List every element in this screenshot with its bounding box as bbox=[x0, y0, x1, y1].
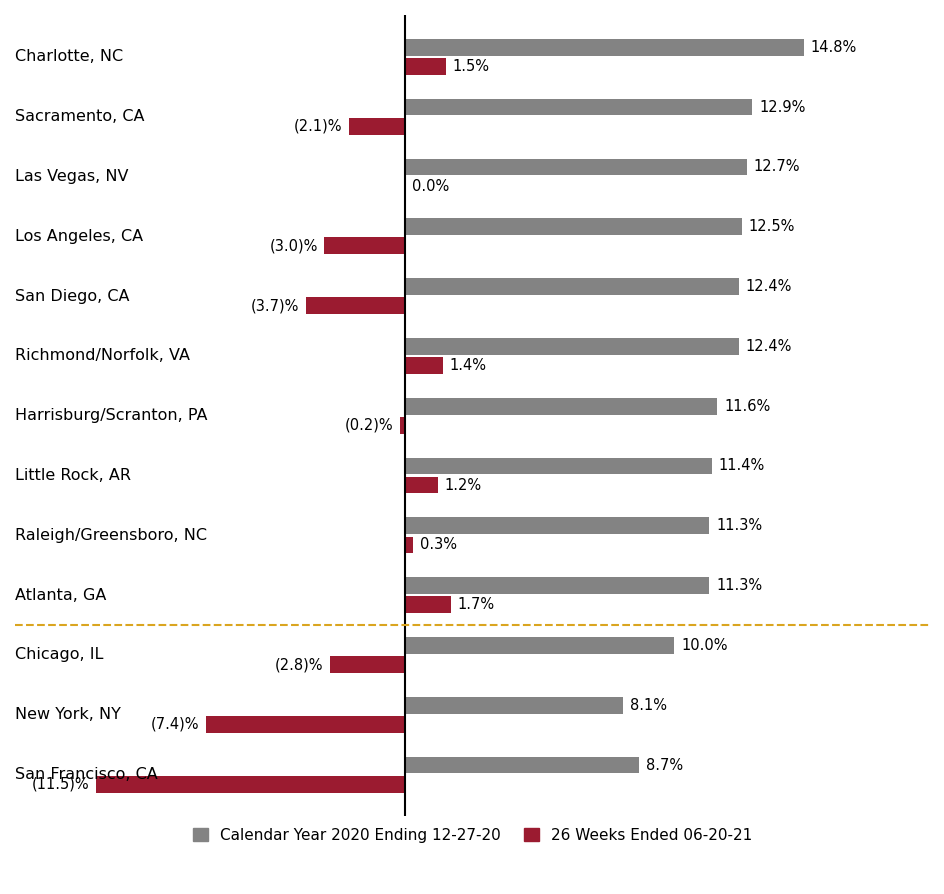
Text: 10.0%: 10.0% bbox=[681, 638, 727, 653]
Text: Chicago, IL: Chicago, IL bbox=[15, 647, 103, 662]
Text: Richmond/Norfolk, VA: Richmond/Norfolk, VA bbox=[15, 349, 190, 364]
Text: 11.6%: 11.6% bbox=[723, 399, 769, 414]
Text: 8.7%: 8.7% bbox=[646, 757, 683, 772]
Bar bbox=[324, 238, 405, 254]
Bar bbox=[405, 637, 674, 654]
Bar bbox=[405, 98, 751, 115]
Text: San Francisco, CA: San Francisco, CA bbox=[15, 767, 158, 782]
Legend: Calendar Year 2020 Ending 12-27-20, 26 Weeks Ended 06-20-21: Calendar Year 2020 Ending 12-27-20, 26 W… bbox=[186, 822, 758, 849]
Text: 12.7%: 12.7% bbox=[753, 159, 800, 174]
Bar bbox=[405, 398, 716, 415]
Bar bbox=[399, 417, 405, 434]
Bar bbox=[405, 39, 802, 55]
Text: Los Angeles, CA: Los Angeles, CA bbox=[15, 229, 143, 244]
Text: (11.5)%: (11.5)% bbox=[31, 777, 89, 792]
Text: New York, NY: New York, NY bbox=[15, 707, 121, 722]
Bar bbox=[405, 596, 450, 613]
Text: Sacramento, CA: Sacramento, CA bbox=[15, 109, 144, 124]
Bar bbox=[305, 298, 405, 314]
Text: 12.4%: 12.4% bbox=[745, 339, 791, 354]
Bar bbox=[405, 158, 746, 175]
Bar bbox=[405, 357, 443, 374]
Text: 12.5%: 12.5% bbox=[748, 219, 794, 234]
Bar bbox=[405, 218, 741, 235]
Text: 12.4%: 12.4% bbox=[745, 279, 791, 294]
Bar bbox=[405, 756, 639, 773]
Bar bbox=[95, 776, 405, 793]
Bar bbox=[206, 716, 405, 733]
Bar bbox=[405, 518, 709, 534]
Text: 1.4%: 1.4% bbox=[449, 358, 486, 373]
Bar bbox=[405, 536, 413, 553]
Text: (3.7)%: (3.7)% bbox=[250, 299, 298, 313]
Text: Little Rock, AR: Little Rock, AR bbox=[15, 468, 131, 483]
Text: (2.1)%: (2.1)% bbox=[294, 119, 342, 134]
Text: San Diego, CA: San Diego, CA bbox=[15, 289, 129, 304]
Bar bbox=[405, 338, 738, 355]
Text: 1.5%: 1.5% bbox=[452, 59, 489, 74]
Bar bbox=[405, 696, 622, 713]
Bar bbox=[405, 278, 738, 295]
Text: (2.8)%: (2.8)% bbox=[275, 657, 323, 672]
Bar bbox=[348, 118, 405, 135]
Text: 14.8%: 14.8% bbox=[809, 40, 855, 55]
Bar bbox=[405, 578, 709, 594]
Text: 8.1%: 8.1% bbox=[630, 697, 666, 713]
Text: 11.4%: 11.4% bbox=[718, 459, 765, 474]
Text: 11.3%: 11.3% bbox=[716, 578, 762, 593]
Bar bbox=[405, 58, 446, 75]
Text: 0.3%: 0.3% bbox=[419, 537, 457, 552]
Text: 0.0%: 0.0% bbox=[412, 179, 448, 194]
Text: 12.9%: 12.9% bbox=[758, 99, 804, 114]
Bar bbox=[405, 477, 437, 493]
Text: Harrisburg/Scranton, PA: Harrisburg/Scranton, PA bbox=[15, 409, 208, 423]
Text: (3.0)%: (3.0)% bbox=[269, 239, 317, 253]
Text: 11.3%: 11.3% bbox=[716, 519, 762, 534]
Text: Las Vegas, NV: Las Vegas, NV bbox=[15, 169, 128, 184]
Text: (0.2)%: (0.2)% bbox=[345, 417, 393, 433]
Text: Charlotte, NC: Charlotte, NC bbox=[15, 49, 123, 64]
Bar bbox=[405, 458, 711, 475]
Text: Atlanta, GA: Atlanta, GA bbox=[15, 587, 107, 603]
Text: Raleigh/Greensboro, NC: Raleigh/Greensboro, NC bbox=[15, 527, 207, 543]
Text: 1.7%: 1.7% bbox=[457, 597, 495, 612]
Text: 1.2%: 1.2% bbox=[444, 477, 480, 493]
Text: (7.4)%: (7.4)% bbox=[151, 717, 199, 732]
Bar bbox=[329, 656, 405, 673]
